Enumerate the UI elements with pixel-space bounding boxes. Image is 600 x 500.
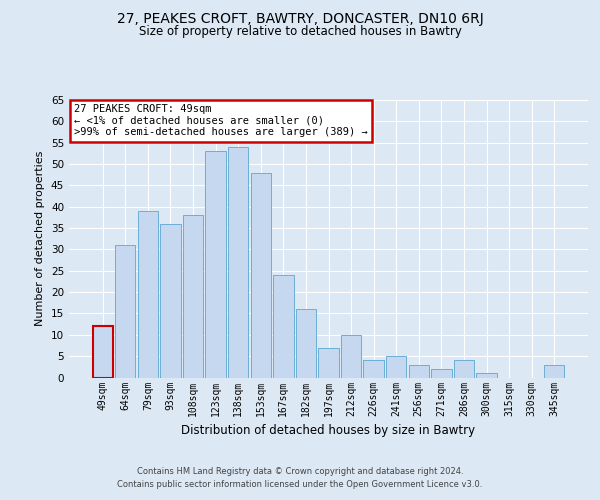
Bar — [228, 147, 248, 378]
Bar — [364, 360, 384, 378]
Bar — [160, 224, 181, 378]
Y-axis label: Number of detached properties: Number of detached properties — [35, 151, 46, 326]
Bar — [341, 335, 361, 378]
Text: Contains public sector information licensed under the Open Government Licence v3: Contains public sector information licen… — [118, 480, 482, 489]
Bar — [251, 172, 271, 378]
Text: Contains HM Land Registry data © Crown copyright and database right 2024.: Contains HM Land Registry data © Crown c… — [137, 467, 463, 476]
Text: Size of property relative to detached houses in Bawtry: Size of property relative to detached ho… — [139, 25, 461, 38]
Bar — [92, 326, 113, 378]
Bar — [273, 275, 293, 378]
Text: 27, PEAKES CROFT, BAWTRY, DONCASTER, DN10 6RJ: 27, PEAKES CROFT, BAWTRY, DONCASTER, DN1… — [116, 12, 484, 26]
Bar — [409, 364, 429, 378]
X-axis label: Distribution of detached houses by size in Bawtry: Distribution of detached houses by size … — [181, 424, 476, 437]
Bar — [476, 373, 497, 378]
Bar — [386, 356, 406, 378]
Text: 27 PEAKES CROFT: 49sqm
← <1% of detached houses are smaller (0)
>99% of semi-det: 27 PEAKES CROFT: 49sqm ← <1% of detached… — [74, 104, 368, 138]
Bar — [115, 245, 136, 378]
Bar — [296, 309, 316, 378]
Bar — [544, 364, 565, 378]
Bar — [138, 211, 158, 378]
Bar — [431, 369, 452, 378]
Bar — [205, 151, 226, 378]
Bar — [454, 360, 474, 378]
Bar — [183, 216, 203, 378]
Bar — [319, 348, 338, 378]
